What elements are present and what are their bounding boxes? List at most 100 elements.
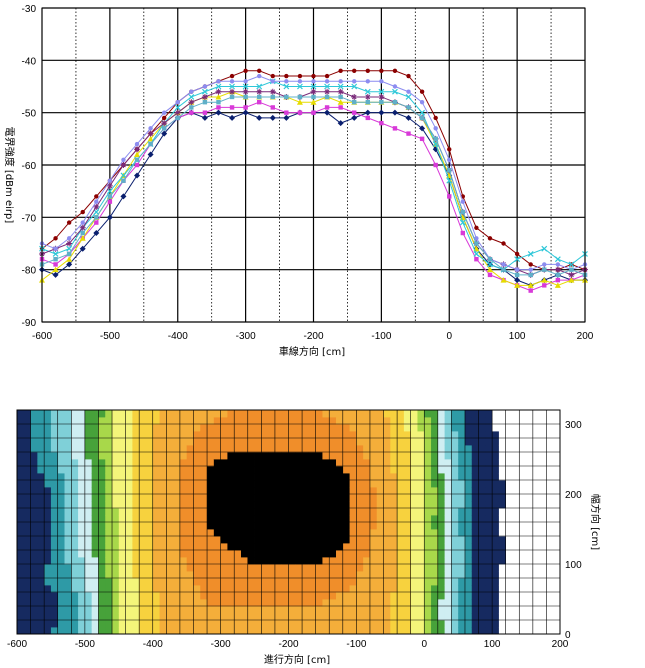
heatmap-cell <box>512 522 520 530</box>
heatmap-cell <box>376 543 384 551</box>
heatmap-cell <box>478 410 486 418</box>
heatmap-cell <box>553 487 561 495</box>
heatmap-cell <box>17 473 25 481</box>
heatmap-cell <box>356 522 364 530</box>
heatmap-cell <box>118 473 126 481</box>
heatmap-cell <box>78 445 86 453</box>
heatmap-y-tick-label: 300 <box>565 420 582 431</box>
heatmap-cell <box>152 564 160 572</box>
heatmap-cell <box>213 522 222 530</box>
line-chart-frame <box>41 7 586 323</box>
heatmap-cell <box>240 620 249 628</box>
heatmap-cell <box>505 424 513 432</box>
heatmap-cell <box>227 578 235 586</box>
heatmap-cell <box>78 424 86 432</box>
heatmap-cell <box>37 452 45 460</box>
heatmap-cell <box>336 564 344 572</box>
heatmap-cell <box>315 494 323 502</box>
heatmap-cell <box>471 515 479 523</box>
heatmap-cell <box>17 529 25 537</box>
heatmap-cell <box>451 431 459 439</box>
heatmap-cell <box>30 487 38 495</box>
heatmap-cell <box>546 480 554 488</box>
heatmap-cell <box>302 480 310 488</box>
heatmap-cell <box>410 571 418 579</box>
heatmap-cell <box>329 431 337 439</box>
heatmap-cell <box>200 613 208 621</box>
heatmap-cell <box>145 431 154 439</box>
heatmap-cell <box>295 522 303 530</box>
heatmap-cell <box>268 571 276 579</box>
data-point <box>338 94 343 100</box>
heatmap-cell <box>112 438 120 446</box>
heatmap-cell <box>369 557 378 565</box>
heatmap-cell <box>91 438 99 446</box>
heatmap-cell <box>336 459 344 467</box>
heatmap-cell <box>132 410 140 418</box>
heatmap-cell <box>532 417 541 425</box>
heatmap-cell <box>98 550 106 558</box>
heatmap-cell <box>193 438 201 446</box>
heatmap-cell <box>30 515 38 523</box>
heatmap-cell <box>44 571 52 579</box>
heatmap-cell <box>105 564 113 572</box>
heatmap-cell <box>464 494 473 502</box>
heatmap-cell <box>431 480 439 488</box>
heatmap-cell <box>64 620 72 628</box>
heatmap-cell <box>315 627 323 635</box>
heatmap-cell <box>336 466 344 474</box>
heatmap-cell <box>288 438 296 446</box>
heatmap-cell <box>519 550 527 558</box>
heatmap-cell <box>166 487 174 495</box>
heatmap-cell <box>247 494 255 502</box>
heatmap-cell <box>247 550 255 558</box>
heatmap-cell <box>274 522 283 530</box>
heatmap-cell <box>84 543 93 551</box>
heatmap-cell <box>485 473 493 481</box>
heatmap-cell <box>71 410 79 418</box>
heatmap-cell <box>132 578 140 586</box>
heatmap-cell <box>376 613 384 621</box>
heatmap-cell <box>166 494 174 502</box>
data-point <box>501 267 506 272</box>
heatmap-cell <box>342 550 350 558</box>
heatmap-cell <box>207 564 215 572</box>
heatmap-cell <box>207 529 215 537</box>
heatmap-cell <box>125 606 133 614</box>
heatmap-cell <box>349 543 357 551</box>
heatmap-cell <box>458 459 466 467</box>
heatmap-cell <box>186 487 194 495</box>
heatmap-cell <box>78 529 86 537</box>
heatmap-cell <box>268 606 276 614</box>
heatmap-cell <box>546 606 554 614</box>
heatmap-cell <box>274 536 283 544</box>
heatmap-cell <box>498 438 507 446</box>
heatmap-cell <box>383 494 391 502</box>
heatmap-cell <box>451 550 459 558</box>
heatmap-cell <box>363 522 371 530</box>
heatmap-cell <box>152 508 160 516</box>
heatmap-cell <box>274 438 283 446</box>
heatmap-cell <box>173 585 181 593</box>
heatmap-cell <box>451 571 459 579</box>
heatmap-cell <box>322 487 330 495</box>
heatmap-cell <box>173 445 181 453</box>
heatmap-cell <box>383 487 391 495</box>
heatmap-cell <box>437 585 446 593</box>
heatmap-cell <box>431 410 439 418</box>
heatmap-cell <box>532 557 541 565</box>
heatmap-cell <box>78 536 86 544</box>
data-point <box>270 79 275 84</box>
data-point <box>310 88 317 95</box>
heatmap-cell <box>179 424 188 432</box>
data-point <box>405 114 412 121</box>
heatmap-cell <box>207 438 215 446</box>
heatmap-cell <box>417 515 425 523</box>
heatmap-cell <box>485 557 493 565</box>
heatmap-cell <box>84 585 93 593</box>
heatmap-cell <box>30 620 38 628</box>
heatmap-cell <box>539 592 547 600</box>
heatmap-cell <box>193 473 201 481</box>
heatmap-cell <box>37 592 45 600</box>
data-point <box>324 105 330 110</box>
